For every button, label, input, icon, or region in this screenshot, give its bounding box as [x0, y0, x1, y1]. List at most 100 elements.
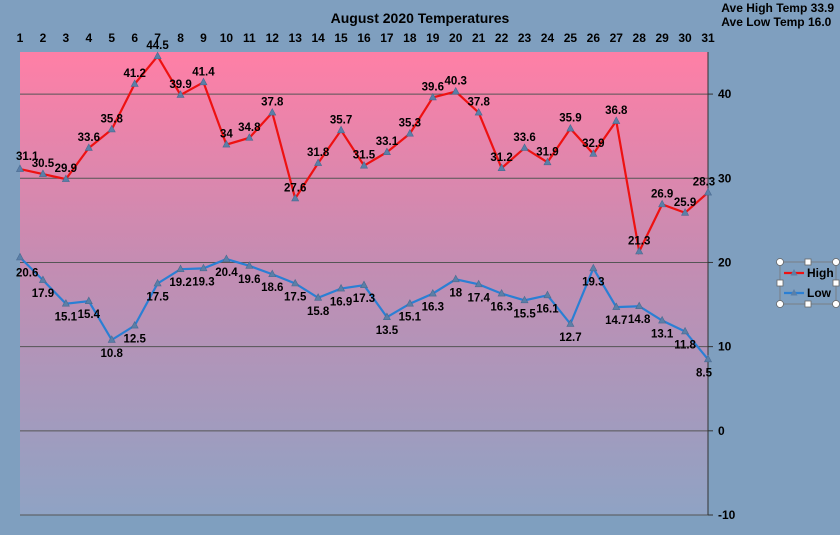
x-tick-label: 13: [289, 31, 303, 45]
data-point: [199, 263, 208, 272]
data-point: [268, 107, 277, 116]
y-tick-label: 40: [718, 87, 732, 101]
data-point: [635, 246, 644, 255]
data-label: 14.7: [605, 315, 627, 327]
data-label: 16.1: [536, 303, 559, 315]
chart-title: August 2020 Temperatures: [331, 10, 510, 26]
data-label: 20.4: [215, 267, 238, 279]
legend-label-low: Low: [807, 286, 832, 300]
y-axis-ticks: -10 0 10 20 30 40: [708, 87, 736, 522]
data-label: 35.7: [330, 114, 352, 126]
x-tick-label: 31: [701, 31, 715, 45]
data-point: [382, 312, 391, 320]
data-label: 15.4: [78, 309, 101, 321]
data-label: 17.9: [32, 288, 54, 300]
data-label: 17.5: [146, 292, 169, 304]
x-tick-label: 14: [311, 31, 325, 45]
data-point: [359, 280, 369, 288]
x-tick-label: 27: [610, 31, 624, 45]
average-low-text: Ave Low Temp 16.0: [721, 15, 832, 29]
data-label: 31.2: [490, 152, 512, 164]
data-label: 32.9: [582, 138, 604, 150]
data-label: 17.5: [284, 292, 307, 304]
data-label: 31.8: [307, 147, 330, 159]
data-point: [268, 269, 277, 278]
x-tick-label: 19: [426, 31, 440, 45]
data-point: [153, 51, 162, 60]
x-tick-label: 6: [131, 31, 138, 45]
average-high-text: Ave High Temp 33.9: [721, 1, 834, 15]
data-label: 37.8: [467, 97, 490, 109]
data-point: [245, 261, 254, 269]
data-label: 35.9: [559, 113, 581, 125]
data-label: 15.1: [55, 312, 78, 324]
data-point: [497, 163, 506, 171]
x-tick-label: 24: [541, 31, 555, 45]
data-point: [497, 288, 506, 297]
data-point: [612, 302, 621, 310]
data-point: [314, 158, 323, 166]
x-tick-label: 8: [177, 31, 184, 45]
data-point: [451, 86, 460, 95]
data-point: [107, 335, 116, 343]
y-tick-label: -10: [718, 508, 736, 522]
data-point: [474, 107, 483, 116]
data-point: [222, 139, 231, 148]
data-label: 26.9: [651, 188, 673, 200]
data-point: [428, 288, 437, 297]
x-tick-label: 30: [678, 31, 692, 45]
selection-handle[interactable]: [804, 300, 812, 308]
x-tick-label: 17: [380, 31, 394, 45]
data-label: 17.3: [353, 293, 375, 305]
data-point: [566, 319, 575, 327]
data-label: 39.6: [422, 81, 444, 93]
x-tick-label: 29: [655, 31, 669, 45]
stats-box: Ave High Temp 33.9 Ave Low Temp 16.0: [721, 1, 834, 29]
data-label: 31.9: [536, 146, 558, 158]
data-label: 33.6: [513, 132, 535, 144]
data-point: [61, 299, 70, 307]
data-point: [245, 133, 254, 141]
data-label: 8.5: [696, 367, 713, 379]
selection-handle[interactable]: [776, 300, 784, 308]
data-label: 30.5: [32, 158, 55, 170]
data-point: [703, 187, 713, 196]
data-point: [359, 161, 369, 169]
data-point: [658, 199, 667, 208]
data-label: 15.1: [399, 312, 422, 324]
selection-handle[interactable]: [804, 258, 812, 266]
x-tick-label: 7: [154, 31, 161, 45]
data-point: [543, 157, 552, 166]
data-point: [38, 275, 47, 283]
data-point: [589, 263, 598, 272]
selection-handle[interactable]: [776, 258, 784, 266]
legend[interactable]: High Low: [776, 258, 840, 308]
data-point: [566, 123, 575, 132]
x-tick-label: 2: [40, 31, 47, 45]
data-label: 25.9: [674, 197, 696, 209]
data-label: 16.9: [330, 297, 352, 309]
legend-label-high: High: [807, 266, 834, 280]
data-point: [635, 301, 644, 310]
data-point: [658, 315, 667, 324]
selection-handle[interactable]: [832, 279, 840, 287]
data-label: 10.8: [101, 348, 124, 360]
data-label: 31.5: [353, 150, 376, 162]
data-point: [61, 174, 70, 182]
x-tick-label: 10: [220, 31, 234, 45]
data-label: 35.3: [399, 118, 421, 130]
data-point: [382, 147, 391, 155]
data-point: [520, 295, 529, 304]
selection-handle[interactable]: [776, 279, 784, 287]
data-point: [612, 116, 621, 124]
selection-handle[interactable]: [832, 300, 840, 308]
data-label: 12.5: [123, 334, 146, 346]
x-tick-label: 1: [17, 31, 24, 45]
data-point: [199, 77, 208, 86]
data-label: 13.1: [651, 329, 674, 341]
data-label: 15.8: [307, 306, 330, 318]
data-point: [314, 293, 323, 301]
selection-handle[interactable]: [832, 258, 840, 266]
